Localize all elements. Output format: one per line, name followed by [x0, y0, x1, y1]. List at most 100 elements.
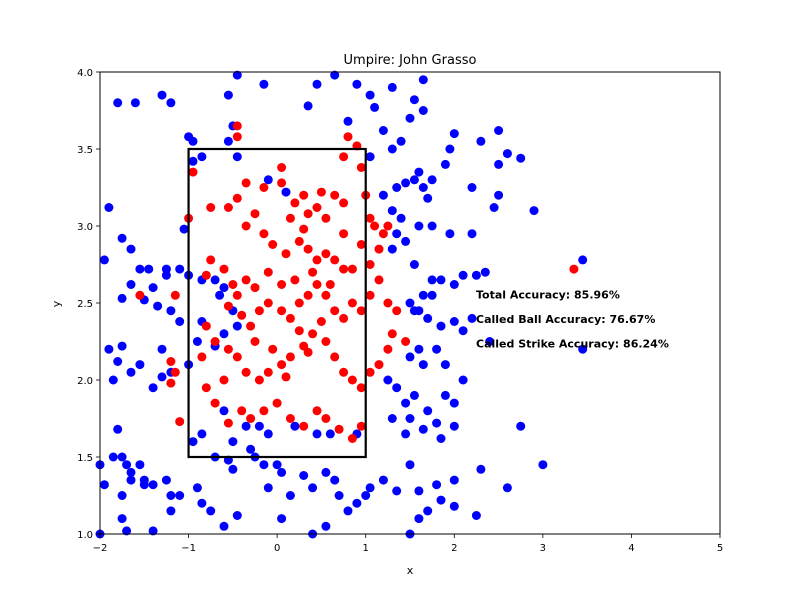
- data-point: [352, 79, 362, 89]
- data-point: [312, 255, 322, 265]
- data-point: [272, 398, 282, 408]
- data-point: [241, 275, 251, 285]
- data-point: [321, 337, 331, 346]
- data-point: [108, 375, 118, 385]
- data-point: [294, 236, 304, 246]
- y-tick-label: 2.0: [77, 376, 93, 387]
- data-point: [175, 264, 185, 274]
- data-point: [223, 203, 233, 212]
- data-point: [418, 106, 428, 115]
- data-point: [210, 275, 220, 285]
- data-point: [392, 229, 402, 239]
- data-point: [99, 480, 109, 490]
- y-tick-label: 3.5: [77, 145, 93, 156]
- accuracy-annotations: Total Accuracy: 85.96% Called Ball Accura…: [476, 288, 669, 350]
- data-point: [197, 352, 207, 362]
- data-point: [325, 429, 335, 439]
- data-point: [529, 206, 539, 216]
- data-point: [578, 255, 588, 265]
- data-point: [117, 514, 127, 524]
- data-point: [166, 98, 176, 108]
- data-point: [321, 521, 331, 531]
- data-point: [436, 495, 446, 505]
- data-point: [285, 491, 295, 500]
- data-point: [197, 498, 207, 508]
- data-point: [254, 421, 264, 431]
- data-point: [449, 280, 459, 289]
- data-point: [383, 298, 393, 308]
- data-point: [489, 203, 499, 212]
- data-point: [250, 283, 260, 293]
- data-point: [197, 429, 207, 439]
- data-point: [418, 290, 428, 300]
- data-point: [405, 414, 415, 423]
- data-point: [316, 317, 326, 326]
- data-point: [303, 209, 313, 219]
- data-point: [299, 190, 309, 200]
- data-point: [458, 326, 468, 336]
- data-point: [471, 270, 481, 280]
- data-point: [569, 264, 579, 274]
- data-point: [148, 383, 158, 393]
- data-point: [126, 367, 136, 377]
- data-point: [418, 75, 428, 85]
- data-point: [166, 506, 176, 516]
- data-point: [254, 375, 264, 385]
- data-point: [423, 406, 433, 416]
- data-point: [321, 467, 331, 477]
- data-point: [432, 344, 442, 354]
- data-point: [365, 290, 375, 300]
- data-point: [157, 344, 167, 354]
- data-point: [405, 113, 415, 123]
- data-point: [365, 367, 375, 377]
- data-point: [339, 264, 349, 274]
- data-point: [538, 460, 548, 470]
- data-point: [175, 417, 185, 427]
- data-point: [122, 526, 132, 536]
- strike-zone: [187, 147, 367, 459]
- data-point: [387, 329, 397, 339]
- data-point: [401, 429, 411, 439]
- y-tick-label: 1.0: [77, 530, 93, 541]
- accuracy-annotation: Called Strike Accuracy: 86.24%: [476, 338, 669, 351]
- data-point: [277, 280, 287, 289]
- data-point: [458, 270, 468, 280]
- data-point: [179, 224, 189, 234]
- data-point: [148, 526, 158, 536]
- data-point: [259, 183, 269, 192]
- data-point: [170, 290, 180, 300]
- data-point: [330, 190, 340, 200]
- data-point: [117, 452, 127, 462]
- data-point: [347, 434, 357, 443]
- data-point: [126, 467, 136, 477]
- data-point: [374, 275, 384, 285]
- data-point: [321, 414, 331, 423]
- data-point: [347, 298, 357, 308]
- data-point: [166, 306, 176, 316]
- data-point: [188, 136, 198, 146]
- data-point: [414, 306, 424, 316]
- data-point: [277, 178, 287, 188]
- data-point: [436, 321, 446, 331]
- data-point: [316, 187, 326, 197]
- data-point: [467, 229, 477, 239]
- data-point: [113, 357, 123, 366]
- strike-zone-box: [187, 147, 367, 459]
- data-point: [113, 424, 123, 434]
- data-point: [188, 156, 198, 166]
- data-point: [325, 280, 335, 289]
- data-point: [321, 249, 331, 259]
- data-point: [161, 270, 171, 280]
- data-point: [210, 337, 220, 346]
- data-point: [144, 264, 154, 274]
- data-point: [387, 82, 397, 92]
- accuracy-annotation: Total Accuracy: 85.96%: [476, 288, 620, 301]
- data-point: [303, 290, 313, 300]
- data-point: [418, 360, 428, 370]
- data-point: [432, 418, 442, 428]
- data-point: [414, 514, 424, 524]
- data-point: [232, 511, 242, 520]
- data-point: [126, 280, 136, 289]
- data-point: [401, 178, 411, 188]
- data-point: [192, 483, 202, 493]
